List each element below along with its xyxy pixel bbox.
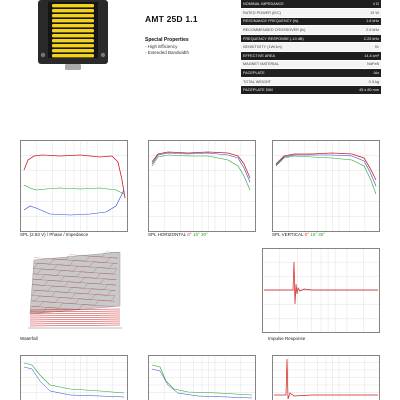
spec-row: FREQUENCY RESPONSE (-10 dB) 2-25 kHz (241, 34, 381, 44)
spec-value: 45 x 80 mm (345, 85, 381, 96)
spec-label: NOMINAL IMPEDANCE (241, 0, 345, 10)
spec-label: SENSITIVITY (1W/1m) (241, 42, 345, 53)
spec-value: 1.6 kHz (345, 17, 381, 27)
mounting-screw (40, 52, 46, 58)
spec-label: RATED POWER (IEC) (241, 8, 345, 18)
distortion-plot-2 (148, 355, 256, 400)
distortion-curve (23, 366, 125, 398)
spec-value: 14.4 cm² (345, 51, 381, 61)
spl-curve (23, 154, 126, 199)
spec-value: NdFeB (345, 60, 381, 70)
distortion-curve (151, 364, 253, 396)
spec-row: RATED POWER (IEC) 15 W (241, 8, 381, 18)
spl-horizontal-caption: SPL HORIZONTAL 0° 15° 30° (148, 232, 208, 237)
special-property-item: - High Efficiency (145, 44, 178, 49)
spec-label: EFFECTIVE AREA (241, 51, 345, 61)
spec-label: TOTAL WEIGHT (241, 77, 345, 87)
impulse-response-caption: Impulse Response (268, 336, 306, 341)
spec-row: FACEPLATE DIM 45 x 80 mm (241, 85, 381, 96)
spec-table: NOMINAL IMPEDANCE 4 Ω RATED POWER (IEC) 15… (241, 0, 381, 96)
spec-row: NOMINAL IMPEDANCE 4 Ω (241, 0, 381, 10)
spec-value: 2-25 kHz (345, 34, 381, 44)
spec-value: 4 Ω (345, 0, 381, 10)
waterfall-plot (20, 248, 128, 333)
spl-30-curve (275, 155, 377, 195)
spl-horizontal-plot (148, 140, 256, 232)
spec-row: RECOMMENDED CROSSOVER (fc) 2.5 kHz (241, 25, 381, 35)
plot-grid (273, 356, 379, 399)
spec-value: 0.3 kg (345, 77, 381, 87)
distortion-plot-1 (20, 355, 128, 400)
spl-vertical-plot (272, 140, 380, 232)
spec-label: RESONANCE FREQUENCY (fs) (241, 17, 345, 27)
spec-label: RECOMMENDED CROSSOVER (fc) (241, 25, 345, 35)
impedance-curve (23, 189, 125, 216)
spec-value: 91 (345, 42, 381, 53)
spec-value: 15 W (345, 8, 381, 18)
spl-0-curve (275, 152, 377, 181)
spec-row: MAGNET MATERIAL NdFeB (241, 60, 381, 70)
distortion-curve (151, 368, 253, 399)
spec-value: 2.5 kHz (345, 25, 381, 35)
distortion-curve (23, 362, 125, 394)
spl-0-curve (151, 151, 251, 179)
spl-phase-impedance-caption: SPL (2.83 V) / Phase / Impedance (20, 232, 89, 237)
terminal-connector (65, 64, 81, 70)
spec-label: FACEPLATE DIM (241, 85, 345, 96)
impulse-response-plot (262, 248, 380, 333)
special-property-item: - Extended Bandwidth (145, 50, 190, 55)
spl-15-curve (151, 152, 251, 183)
spec-label: FREQUENCY RESPONSE (-10 dB) (241, 34, 345, 44)
spl-phase-impedance-plot (20, 140, 128, 232)
waterfall-caption: Waterfall (20, 336, 38, 341)
impulse-curve (264, 261, 378, 305)
spec-row: EFFECTIVE AREA 14.4 cm² (241, 51, 381, 61)
spec-row: RESONANCE FREQUENCY (fs) 1.6 kHz (241, 17, 381, 27)
plot-grid (21, 356, 127, 399)
mounting-screw (100, 52, 106, 58)
spl-vertical-caption: SPL VERTICAL 0° 15° 30° (272, 232, 326, 237)
spl-15-curve (275, 154, 377, 187)
spl-30-curve (151, 154, 251, 191)
spec-row: FACEPLATE Alu (241, 68, 381, 78)
phase-curve (23, 184, 125, 195)
plot-grid (263, 249, 379, 332)
model-title: AMT 25D 1.1 (145, 14, 198, 24)
spec-label: MAGNET MATERIAL (241, 60, 345, 70)
spec-label: FACEPLATE (241, 68, 345, 78)
ribbon-diaphragm (52, 4, 94, 58)
spec-row: SENSITIVITY (1W/1m) 91 (241, 42, 381, 53)
waterfall-slices (30, 251, 119, 313)
spec-row: TOTAL WEIGHT 0.3 kg (241, 77, 381, 87)
special-properties-list: - High Efficiency - Extended Bandwidth (145, 44, 189, 56)
waterfall-decay-lines (29, 308, 121, 327)
product-photo (38, 0, 108, 70)
impulse-plot-2 (272, 355, 380, 400)
spec-value: Alu (345, 68, 381, 78)
impulse-curve (274, 358, 378, 400)
special-properties-heading: Special Properties (145, 37, 189, 43)
